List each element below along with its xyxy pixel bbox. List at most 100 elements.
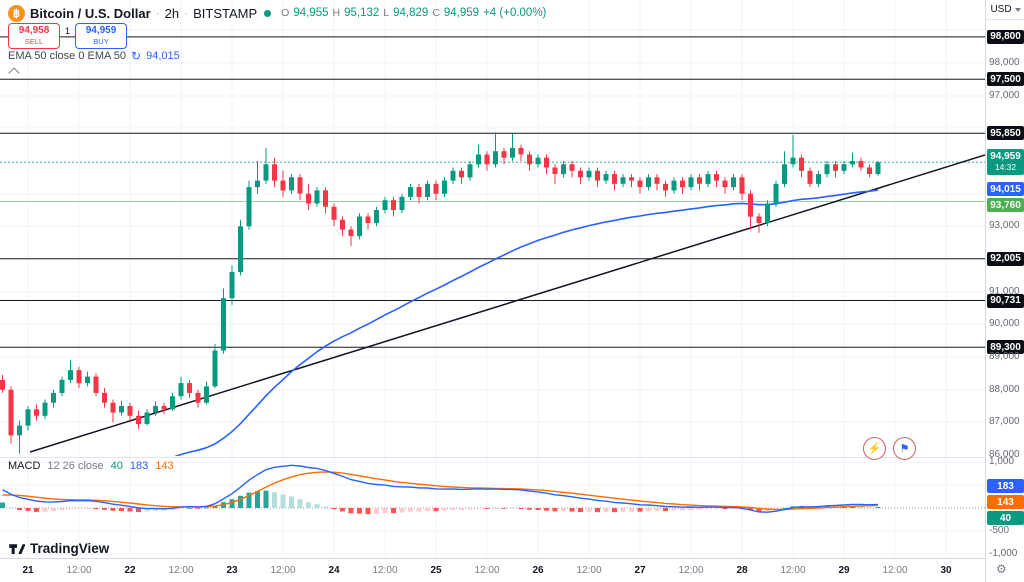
buy-price: 94,959 [85, 24, 117, 36]
hist-value-badge: 40 [987, 511, 1024, 526]
separator-dot: · [184, 6, 189, 20]
price-level-badge: 92,005 [987, 251, 1024, 266]
price-level-badge: 97,500 [987, 72, 1024, 87]
price-axis-label: 90,000 [989, 318, 1020, 330]
time-axis-label: 12:00 [168, 565, 194, 576]
buy-label: BUY [93, 36, 109, 46]
tradingview-logo-icon [9, 544, 25, 554]
lightning-icon: ⚡ [867, 443, 882, 455]
price-level-badge: 89,300 [987, 340, 1024, 355]
flag-button[interactable]: ⚑ [893, 437, 916, 460]
chevron-down-icon [1014, 7, 1021, 12]
close-value: 94,959 [443, 7, 480, 19]
flag-icon: ⚑ [899, 443, 910, 455]
price-axis-label: 98,000 [989, 57, 1020, 68]
time-axis-label: 30 [940, 565, 952, 576]
time-axis-label: 29 [838, 565, 850, 576]
price-axis-label: 89,000 [989, 351, 1020, 362]
market-status-icon [264, 9, 272, 17]
time-axis-label: 21 [22, 565, 34, 576]
ema-legend-value: 94,015 [146, 50, 180, 62]
macd-value-badge: 183 [987, 479, 1024, 494]
sell-label: SELL [24, 36, 44, 46]
buy-button[interactable]: 94,959 BUY [75, 23, 127, 49]
macd-signal-value: 143 [155, 460, 174, 472]
ema-indicator-legend[interactable]: EMA 50 close 0 EMA 50 ↻ 94,015 [8, 49, 180, 63]
time-axis-label: 25 [430, 565, 442, 576]
high-value: 95,132 [344, 7, 380, 19]
time-axis[interactable]: 21 12:00 22 12:00 23 12:00 24 12:00 25 12:00 26 12:… [0, 558, 985, 582]
flash-order-button[interactable]: ⚡ [863, 437, 886, 460]
price-level-badge: 95,850 [987, 126, 1024, 141]
time-axis-label: 12:00 [882, 565, 908, 576]
time-axis-label: 12:00 [270, 565, 296, 576]
price-chart-canvas[interactable] [0, 0, 985, 558]
badge-price-text: 40 [999, 512, 1012, 524]
time-axis-label: 12:00 [678, 565, 704, 576]
price-axis-label: 87,000 [989, 416, 1020, 428]
badge-price-text: 143 [997, 496, 1014, 508]
price-axis-label: -1,000 [989, 548, 1018, 559]
interval-button[interactable]: 2h [164, 5, 180, 21]
time-axis-label: 22 [124, 565, 136, 576]
time-axis-label: 12:00 [576, 565, 602, 576]
open-prefix: O [281, 7, 290, 19]
sell-price: 94,958 [18, 24, 50, 36]
badge-price-text: 94,959 [990, 151, 1021, 163]
spread-value: 1 [64, 26, 70, 36]
time-axis-label: 12:00 [474, 565, 500, 576]
price-axis-label: 97,000 [989, 89, 1020, 101]
time-axis-label: 12:00 [372, 565, 398, 576]
price-axis[interactable]: USD ⚙ 98,800 98,000 97,500 97,000 95,850 94,9… [985, 0, 1024, 582]
ema-value-badge: 94,015 [987, 182, 1024, 197]
badge-price-text: 92,005 [990, 253, 1021, 265]
badge-price-text: 183 [997, 480, 1014, 492]
loading-spinner-icon: ↻ [131, 49, 142, 63]
change-value: +4 (+0.00%) [483, 7, 547, 19]
price-level-badge: 90,731 [987, 293, 1024, 308]
tradingview-logo-text: TradingView [30, 541, 110, 556]
badge-price-text: 93,760 [990, 199, 1021, 211]
price-axis-label: -500 [989, 525, 1010, 536]
time-axis-label: 23 [226, 565, 238, 576]
price-axis-label: 86,000 [989, 449, 1020, 460]
buy-sell-widget: 94,958 SELL 1 94,959 BUY [8, 23, 127, 49]
symbol-title[interactable]: Bitcoin / U.S. Dollar [30, 5, 151, 21]
time-axis-label: 27 [634, 565, 646, 576]
bitcoin-icon: ฿ [8, 4, 25, 22]
signal-value-badge: 143 [987, 495, 1024, 510]
macd-title: MACD [8, 460, 41, 472]
badge-price-text: 89,300 [990, 341, 1021, 353]
low-value: 94,829 [393, 7, 429, 19]
time-axis-label: 24 [328, 565, 340, 576]
settings-gear-icon[interactable]: ⚙ [996, 562, 1007, 576]
low-prefix: L [383, 7, 390, 19]
macd-indicator-legend[interactable]: MACD 12 26 close 40 183 143 [8, 460, 174, 472]
ohlc-readout: O 94,955 H 95,132 L 94,829 C 94,959 +4 (+0.0… [281, 7, 546, 19]
sell-button[interactable]: 94,958 SELL [8, 23, 60, 49]
tradingview-logo[interactable]: TradingView [8, 540, 109, 557]
current-price-badge: 94,959 14:32 [987, 149, 1024, 176]
price-axis-label: 1,000 [989, 456, 1015, 467]
time-axis-label: 26 [532, 565, 544, 576]
price-axis-label: 93,000 [989, 220, 1020, 232]
currency-selector[interactable]: USD [986, 0, 1024, 20]
high-prefix: H [332, 7, 341, 19]
separator-dot: · [155, 6, 160, 20]
badge-price-text: 95,850 [990, 127, 1021, 139]
open-value: 94,955 [293, 7, 329, 19]
bar-countdown: 14:32 [994, 162, 1017, 173]
symbol-header: ฿ Bitcoin / U.S. Dollar · 2h · BITSTAMP … [8, 4, 546, 22]
badge-price-text: 98,800 [990, 31, 1021, 43]
exchange-label[interactable]: BITSTAMP [193, 5, 258, 21]
badge-price-text: 97,500 [990, 73, 1021, 85]
time-axis-label: 12:00 [66, 565, 92, 576]
price-axis-label: 91,000 [989, 285, 1020, 297]
close-prefix: C [432, 7, 440, 19]
badge-price-text: 90,731 [990, 295, 1021, 306]
time-axis-label: 28 [736, 565, 748, 576]
badge-price-text: 94,015 [990, 183, 1021, 195]
macd-line-value: 183 [129, 460, 149, 472]
time-axis-label: 12:00 [780, 565, 806, 576]
floating-chart-buttons: ⚡ ⚑ [863, 437, 916, 460]
